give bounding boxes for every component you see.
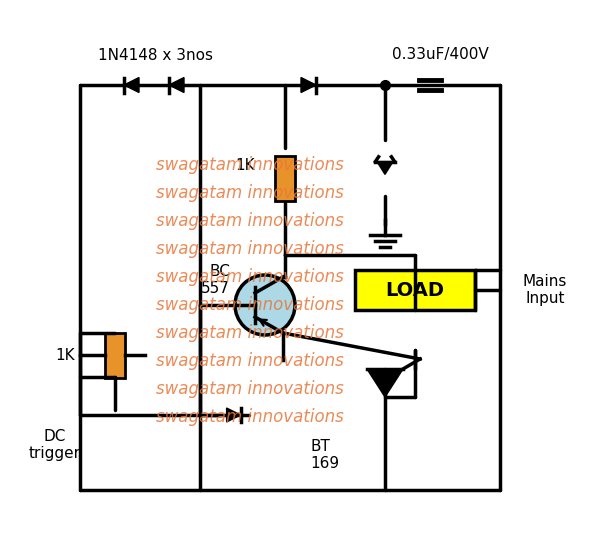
Text: 0.33uF/400V: 0.33uF/400V bbox=[392, 47, 488, 62]
Bar bbox=[105, 332, 125, 377]
Text: 1K: 1K bbox=[236, 158, 255, 172]
Text: Mains
Input: Mains Input bbox=[523, 274, 567, 306]
Polygon shape bbox=[367, 369, 403, 397]
Text: swagatam innovations: swagatam innovations bbox=[156, 240, 344, 258]
Polygon shape bbox=[169, 78, 184, 93]
Text: swagatam innovations: swagatam innovations bbox=[156, 380, 344, 398]
Bar bbox=[275, 155, 295, 201]
Text: swagatam innovations: swagatam innovations bbox=[156, 184, 344, 202]
Text: swagatam innovations: swagatam innovations bbox=[156, 352, 344, 370]
Text: swagatam innovations: swagatam innovations bbox=[156, 156, 344, 174]
Text: BT
169: BT 169 bbox=[310, 439, 339, 471]
Polygon shape bbox=[124, 78, 139, 93]
Text: 1K: 1K bbox=[55, 348, 75, 363]
Text: LOAD: LOAD bbox=[386, 280, 444, 300]
Text: 1N4148 x 3nos: 1N4148 x 3nos bbox=[98, 47, 212, 62]
Polygon shape bbox=[301, 78, 316, 93]
Text: BC
557: BC 557 bbox=[201, 264, 230, 296]
Text: DC
trigger: DC trigger bbox=[29, 429, 81, 461]
Polygon shape bbox=[227, 408, 240, 422]
Text: swagatam innovations: swagatam innovations bbox=[156, 296, 344, 314]
FancyBboxPatch shape bbox=[355, 270, 475, 310]
Circle shape bbox=[235, 275, 295, 335]
Polygon shape bbox=[377, 161, 393, 175]
Text: swagatam innovations: swagatam innovations bbox=[156, 408, 344, 426]
Text: swagatam innovations: swagatam innovations bbox=[156, 268, 344, 286]
Text: swagatam innovations: swagatam innovations bbox=[156, 212, 344, 230]
Text: swagatam innovations: swagatam innovations bbox=[156, 324, 344, 342]
